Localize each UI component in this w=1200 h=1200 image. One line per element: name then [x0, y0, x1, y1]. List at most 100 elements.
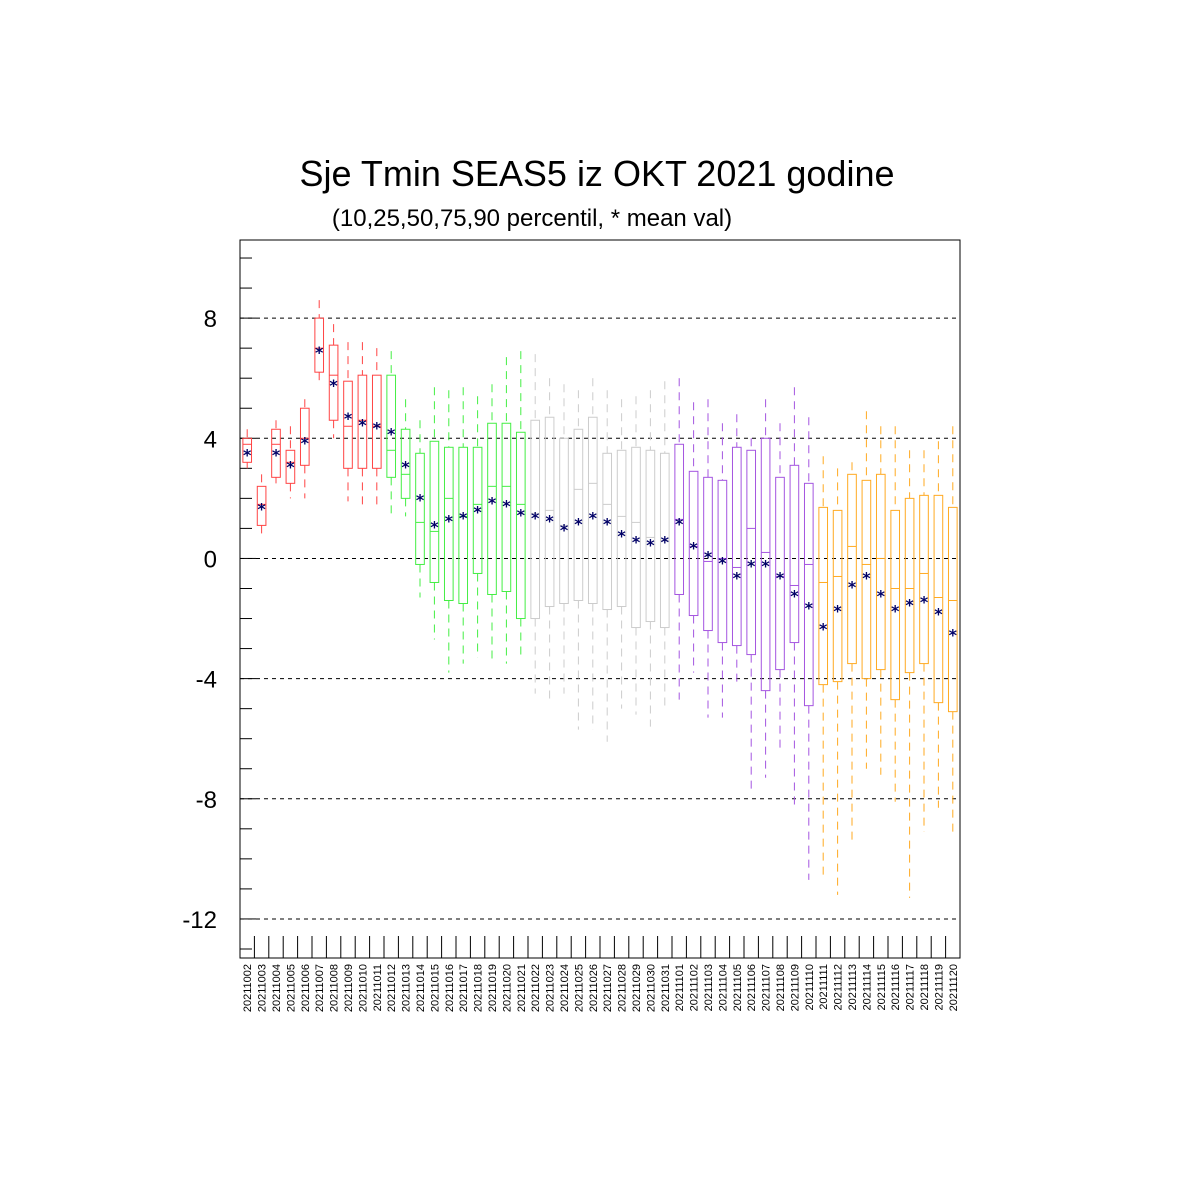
- x-tick-label: 20211105: [732, 964, 744, 1011]
- x-tick-label: 20211026: [588, 964, 600, 1012]
- box-20211017: [458, 387, 469, 664]
- x-tick-label: 20211012: [386, 964, 398, 1012]
- x-tick-label: 20211113: [847, 964, 859, 1011]
- x-tick-label: 20211023: [545, 964, 557, 1012]
- mean-marker: *: [243, 445, 252, 464]
- box-20211111: [818, 456, 829, 880]
- box-20211019: [487, 384, 497, 664]
- iqr-box: [386, 374, 397, 478]
- iqr-box: [256, 485, 267, 526]
- mean-marker: *: [862, 568, 871, 587]
- iqr-box: [559, 437, 569, 605]
- mean-marker: *: [661, 532, 670, 551]
- box-20211014: [415, 420, 425, 598]
- box-20211114: [861, 411, 872, 769]
- x-axis-tick-labels: 20211002 20211003 20211004 20211005 20211006…: [242, 964, 960, 1012]
- box-20211031: [659, 381, 670, 709]
- mean-marker: *: [848, 577, 857, 596]
- x-tick-label: 20211027: [602, 964, 614, 1012]
- iqr-box: [242, 437, 253, 463]
- x-tick-label: 20211111: [818, 964, 830, 1010]
- box-20211013: [400, 399, 411, 517]
- mean-marker: *: [747, 556, 756, 575]
- iqr-box: [487, 422, 497, 595]
- x-tick-label: 20211103: [703, 964, 715, 1011]
- box-series: [242, 300, 958, 898]
- x-tick-label: 20211017: [458, 964, 470, 1012]
- x-tick-label: 20211014: [415, 964, 427, 1012]
- iqr-box: [933, 494, 944, 704]
- iqr-box: [717, 479, 728, 644]
- mean-marker: *: [574, 514, 583, 533]
- box-20211119: [933, 441, 944, 808]
- box-20211109: [789, 387, 800, 805]
- box-20211113: [847, 462, 857, 841]
- iqr-box: [328, 344, 339, 421]
- iqr-box: [314, 317, 325, 373]
- iqr-box: [343, 380, 353, 469]
- iqr-box: [875, 473, 886, 671]
- iqr-box: [587, 416, 598, 605]
- iqr-box: [443, 446, 454, 602]
- mean-marker: *: [531, 508, 540, 527]
- iqr-box: [890, 509, 901, 701]
- box-20211004: [271, 420, 281, 484]
- x-tick-label: 20211016: [444, 964, 456, 1012]
- mean-marker: *: [257, 499, 266, 518]
- x-tick-label: 20211025: [573, 964, 585, 1012]
- mean-marker: *: [358, 415, 367, 434]
- iqr-box: [919, 494, 929, 665]
- mean-marker: *: [632, 532, 641, 551]
- box-20211101: [674, 378, 685, 700]
- iqr-box: [271, 428, 281, 478]
- x-tick-label: 20211015: [429, 964, 441, 1012]
- mean-marker: *: [718, 553, 727, 572]
- mean-marker: *: [733, 568, 742, 587]
- box-20211104: [717, 423, 728, 718]
- box-20211110: [803, 417, 814, 880]
- y-tick-label: -12: [182, 907, 217, 934]
- x-tick-label: 20211003: [257, 964, 269, 1012]
- mean-marker: *: [891, 602, 900, 621]
- x-tick-label: 20211115: [876, 964, 888, 1011]
- x-tick-label: 20211028: [617, 964, 629, 1012]
- iqr-box: [472, 446, 483, 574]
- mean-marker: *: [545, 511, 554, 530]
- mean-marker: *: [416, 490, 425, 509]
- iqr-box: [429, 440, 440, 583]
- iqr-box: [616, 449, 627, 608]
- axis-ticks: [239, 257, 961, 958]
- x-tick-label: 20211120: [948, 964, 960, 1011]
- iqr-box: [904, 497, 915, 674]
- x-tick-label: 20211101: [674, 964, 686, 1011]
- box-20211027: [602, 390, 613, 742]
- x-tick-label: 20211007: [314, 964, 326, 1012]
- mean-marker: *: [905, 596, 914, 615]
- mean-marker: *: [877, 586, 886, 605]
- mean-marker: *: [344, 409, 353, 428]
- iqr-box: [947, 506, 958, 713]
- x-tick-label: 20211031: [660, 964, 672, 1012]
- box-20211002: [242, 429, 253, 469]
- mean-marker: *: [689, 538, 698, 557]
- x-tick-label: 20211024: [559, 964, 571, 1012]
- mean-marker: *: [502, 496, 511, 515]
- mean-marker: *: [819, 620, 828, 639]
- box-20211007: [314, 300, 325, 385]
- x-tick-label: 20211119: [933, 964, 945, 1011]
- box-20211016: [443, 390, 454, 673]
- box-20211025: [573, 390, 584, 730]
- x-tick-label: 20211004: [271, 964, 283, 1012]
- x-tick-label: 20211106: [746, 964, 758, 1011]
- iqr-box: [775, 476, 785, 671]
- x-tick-label: 20211102: [689, 964, 701, 1011]
- iqr-box: [400, 428, 411, 499]
- iqr-box: [371, 374, 382, 469]
- box-20211026: [587, 378, 598, 730]
- iqr-box: [530, 419, 541, 620]
- box-20211018: [472, 396, 483, 658]
- mean-marker: *: [560, 520, 569, 539]
- box-20211021: [515, 351, 526, 658]
- box-20211102: [688, 402, 699, 673]
